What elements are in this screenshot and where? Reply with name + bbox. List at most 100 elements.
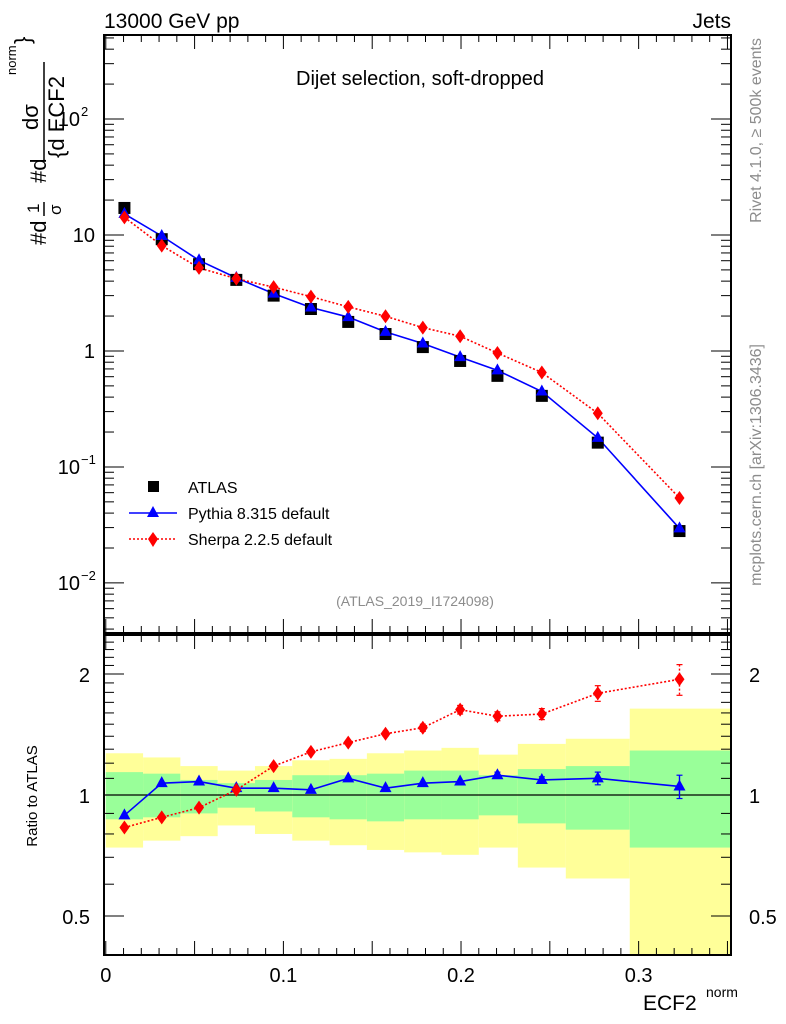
x-axis-label-main: ECF2 [643, 992, 697, 1015]
sherpa-point [592, 406, 603, 421]
sherpa-ratio-point [231, 782, 242, 797]
pythia-point [591, 430, 604, 442]
legend-label-pythia: Pythia 8.315 default [188, 506, 330, 523]
pythia-ratio-point [535, 772, 548, 784]
pythia-point [673, 521, 686, 533]
legend-label-atlas: ATLAS [188, 480, 238, 497]
sherpa-ratio-point [492, 709, 503, 724]
ratio-y-tick-label-left: 1 [79, 786, 90, 808]
sherpa-point [455, 329, 466, 344]
ratio-y-axis-label: Ratio to ATLAS [24, 745, 41, 846]
pythia-point [193, 253, 206, 265]
ratio-y-tick-label-left: 2 [79, 665, 90, 687]
sherpa-point [536, 365, 547, 380]
pythia-point [155, 228, 168, 240]
x-tick-label: 0.2 [447, 965, 475, 987]
sherpa-ratio-point [536, 707, 547, 722]
sherpa-ratio-point [119, 820, 130, 835]
sherpa-ratio-line [124, 678, 680, 829]
rivet-version-label: Rivet 4.1.0, ≥ 500k events [748, 38, 765, 223]
pythia-point [454, 350, 467, 362]
y-label-frac1-num: 1 [24, 204, 43, 213]
pythia-point [416, 336, 429, 348]
stat-uncertainty-band [292, 775, 330, 818]
main-y-tick-label: 10 [58, 573, 80, 595]
sherpa-point [231, 271, 242, 286]
header-process-label: Jets [692, 10, 731, 33]
sherpa-point [417, 320, 428, 335]
sherpa-ratio-point [592, 686, 603, 701]
sherpa-point [194, 260, 205, 275]
pythia-ratio-point [491, 768, 504, 780]
main-series [118, 201, 686, 538]
y-label-frac1-den: σ [46, 204, 65, 215]
header-energy-label: 13000 GeV pp [104, 10, 239, 33]
sherpa-point [674, 490, 685, 505]
main-y-tick-label: 10 [73, 225, 95, 247]
sherpa-point [492, 346, 503, 361]
y-label-frac2-den: {d ECF2 [44, 76, 69, 158]
legend-entry-atlas: ATLAS [148, 480, 238, 497]
x-axis-label-sup: norm [706, 984, 738, 1000]
sherpa-point [119, 210, 130, 225]
sherpa-line [123, 216, 681, 499]
ratio-series [118, 664, 686, 835]
sherpa-ratio-point [268, 759, 279, 774]
x-axis-label: ECF2 norm [643, 984, 738, 1015]
legend-marker-diamond [148, 532, 158, 547]
main-y-tick-label-exponent: 2 [81, 104, 88, 119]
legend-label-sherpa: Sherpa 2.2.5 default [188, 532, 333, 549]
main-y-tick-label-exponent: −1 [81, 452, 96, 467]
pythia-ratio-point [155, 776, 168, 788]
ratio-panel: 0 0.1 0.2 0.3 0.5 0.5 1 1 2 2 Ratio to ATLAS ECF2… [24, 634, 777, 1015]
pythia-line [124, 213, 681, 529]
pythia-point [535, 384, 548, 396]
pythia-ratio-point [342, 771, 355, 783]
legend-entry-pythia: Pythia 8.315 default [129, 506, 330, 523]
sherpa-ratio-point [455, 702, 466, 717]
y-label-brace: } [10, 37, 35, 44]
sherpa-point [343, 299, 354, 314]
mcplots-credit-label: mcplots.cern.ch [arXiv:1306.3436] [748, 344, 765, 586]
sherpa-ratio-point [380, 726, 391, 741]
y-label-sup: norm [4, 45, 19, 75]
legend-entry-sherpa: Sherpa 2.2.5 default [129, 532, 333, 549]
pythia-ratio-point [379, 781, 392, 793]
y-label-prefix-1: #d [26, 221, 51, 245]
pythia-point [379, 324, 392, 336]
pythia-ratio-point [591, 771, 604, 783]
sherpa-point [380, 309, 391, 324]
pythia-ratio-point [673, 779, 686, 791]
ratio-y-tick-label-right: 0.5 [749, 907, 777, 929]
sherpa-ratio-point [305, 744, 316, 759]
pythia-ratio-point [454, 774, 467, 786]
sherpa-ratio-point [156, 810, 167, 825]
sherpa-point [156, 238, 167, 253]
ratio-y-tick-label-right: 2 [749, 665, 760, 687]
pythia-ratio-point [267, 781, 280, 793]
main-y-tick-label-exponent: −2 [81, 568, 96, 583]
sherpa-ratio-point [194, 800, 205, 815]
main-panel: Dijet selection, soft-dropped (ATLAS_201… [4, 34, 732, 634]
ratio-uncertainty-bands [105, 708, 731, 955]
y-label-frac2-num: dσ [18, 104, 43, 130]
ratio-y-tick-label-left: 0.5 [62, 907, 90, 929]
pythia-ratio-line [123, 774, 680, 816]
sherpa-point [268, 280, 279, 295]
x-tick-label: 0.1 [269, 965, 297, 987]
main-y-tick-label: 1 [84, 341, 95, 363]
main-y-tick-label: 10 [58, 109, 80, 131]
y-label-prefix-2: #d [26, 159, 51, 183]
pythia-ratio-point [304, 782, 317, 794]
ratio-frame [103, 634, 732, 956]
main-title: Dijet selection, soft-dropped [296, 68, 544, 90]
sherpa-ratio-point [343, 735, 354, 750]
legend: ATLAS Pythia 8.315 default Sherpa 2.2.5 … [129, 480, 333, 549]
ratio-y-tick-label-right: 1 [749, 786, 760, 808]
pythia-ratio-point [416, 776, 429, 788]
pythia-point [342, 310, 355, 322]
pythia-ratio-point [118, 808, 131, 820]
analysis-tag: (ATLAS_2019_I1724098) [336, 593, 494, 609]
